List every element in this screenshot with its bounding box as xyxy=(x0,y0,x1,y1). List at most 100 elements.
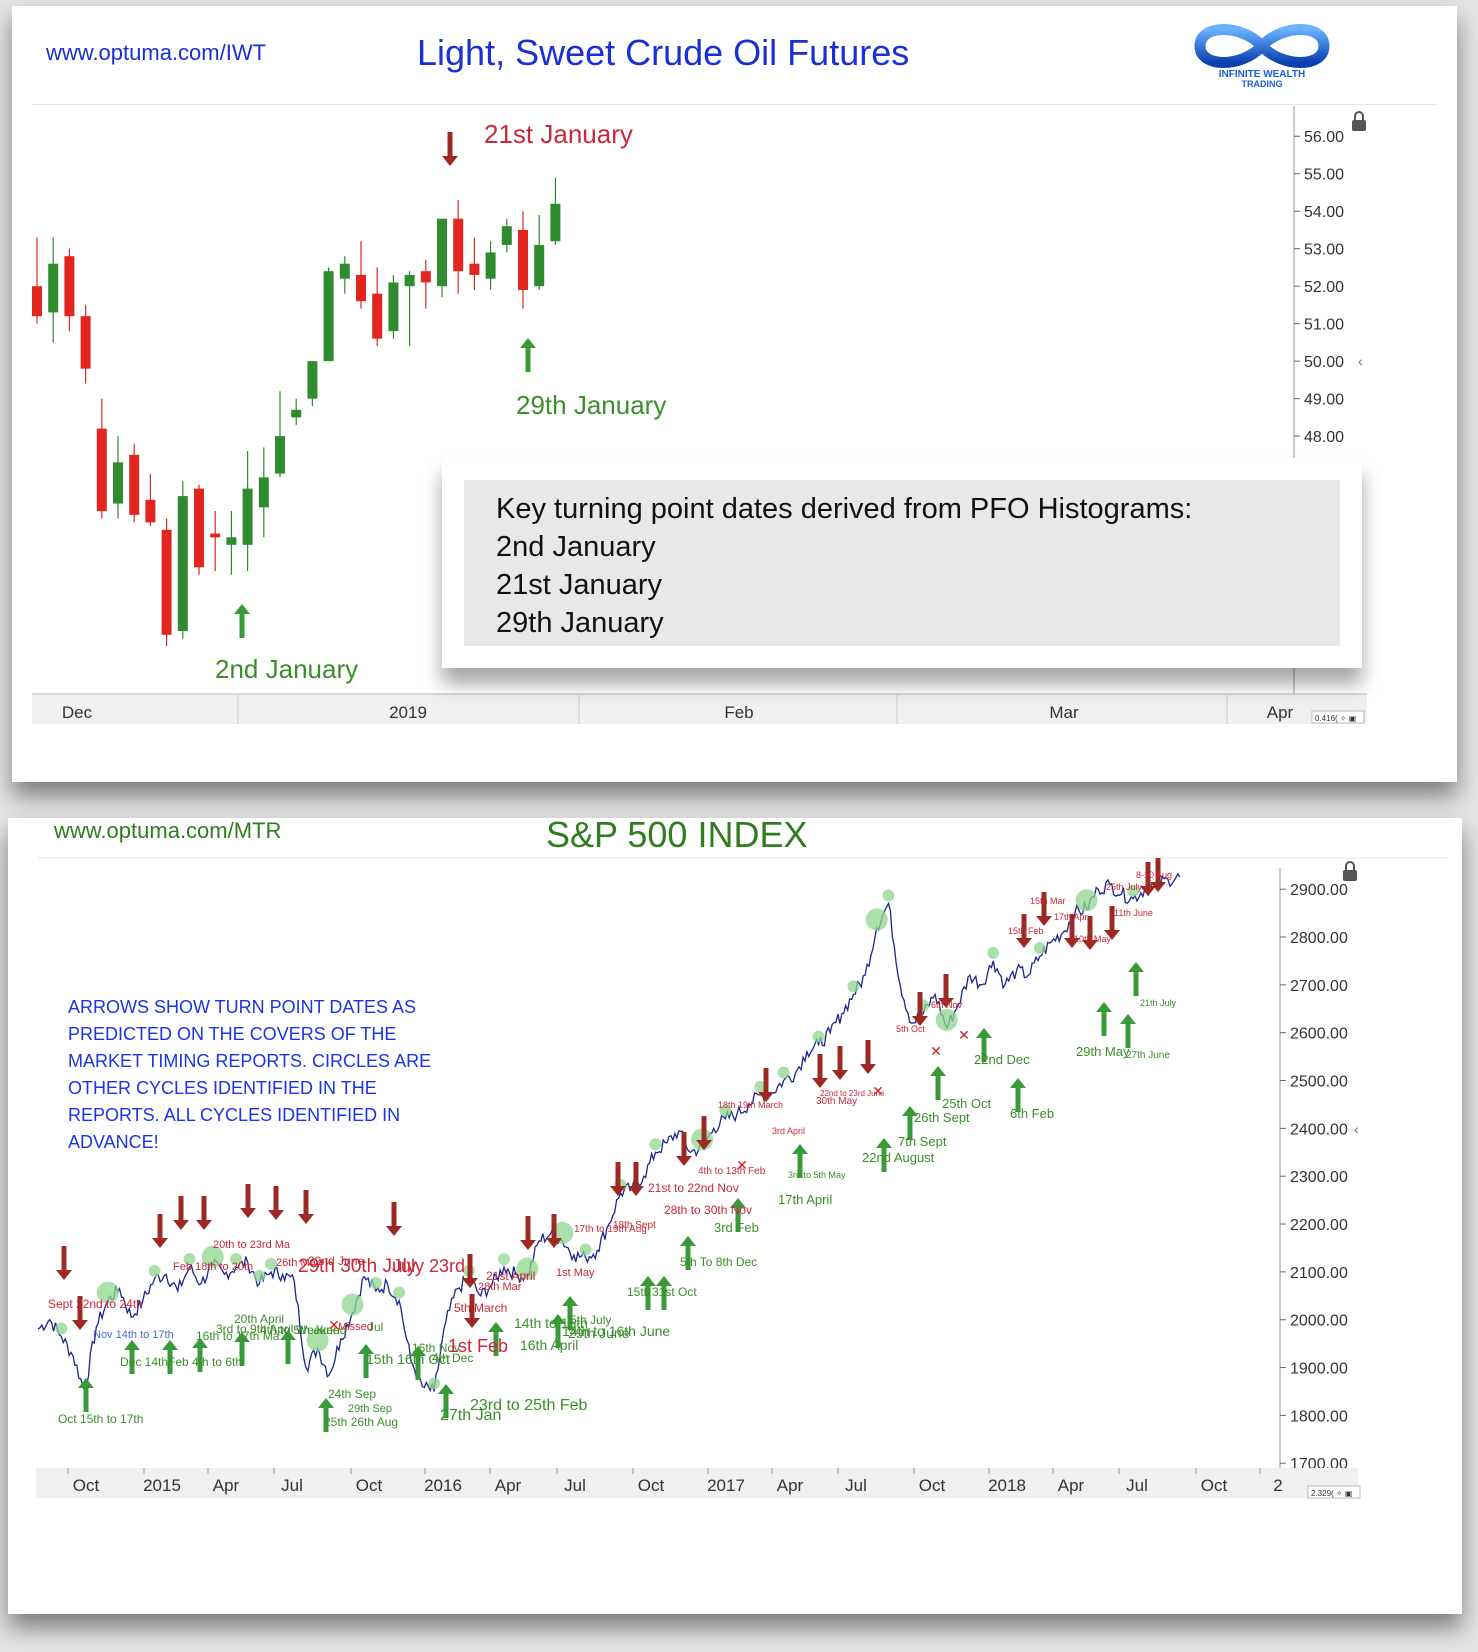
sp500-line-chart[interactable]: 1700.001800.001900.002000.002100.002200.… xyxy=(8,818,1462,1614)
sp-url[interactable]: www.optuma.com/MTR xyxy=(54,818,282,843)
up-arrow-turn-point xyxy=(192,1338,208,1372)
down-arrow-turn-point xyxy=(196,1196,212,1230)
cycle-circle-marker xyxy=(253,1269,266,1282)
up-arrow-turn-point xyxy=(78,1378,94,1412)
turn-point-label: July 23rd xyxy=(392,1256,465,1276)
turn-point-label: 4th to 13th Feb xyxy=(698,1166,766,1177)
candle xyxy=(485,241,496,290)
x-tick-label: Jul xyxy=(281,1476,303,1495)
up-arrow-turn-point xyxy=(162,1340,178,1374)
zoom-readout: 2.329( ✧ ▣ xyxy=(1311,1489,1352,1498)
up-arrow-turn-point xyxy=(410,1346,426,1380)
up-arrow-turn-point xyxy=(640,1276,656,1310)
turn-point-label: Feb 4th to 6th xyxy=(168,1355,242,1369)
y-tick-label: 2500.00 xyxy=(1290,1074,1348,1091)
up-arrow-turn-point xyxy=(1096,1002,1112,1036)
y-tick-label: 2100.00 xyxy=(1290,1265,1348,1282)
y-tick-label: 2700.00 xyxy=(1290,978,1348,995)
cross-marker-icon: ✕ xyxy=(872,1083,884,1099)
cross-marker-icon: ✕ xyxy=(328,1317,340,1333)
up-arrow-turn-point xyxy=(488,1322,504,1356)
turn-point-label: Feb 18th to 20th xyxy=(173,1261,253,1273)
candle xyxy=(129,443,140,523)
x-tick-label: 2015 xyxy=(143,1476,181,1495)
down-arrow-turn-point xyxy=(1140,862,1156,896)
y-tick-label: 49.00 xyxy=(1304,392,1344,409)
x-tick-label: Dec xyxy=(62,703,93,722)
turn-point-label: 14th to 16th June xyxy=(562,1323,670,1339)
down-arrow-turn-point xyxy=(758,1068,774,1102)
candle xyxy=(420,259,431,309)
note-line-5: REPORTS. ALL CYCLES IDENTIFIED IN xyxy=(68,1105,401,1125)
collapse-chevron-icon: ‹ xyxy=(1354,1121,1359,1137)
textbox-line-3: 29th January xyxy=(496,607,664,639)
turn-point-label: Weekend xyxy=(296,1323,346,1337)
up-arrow-turn-point xyxy=(1010,1078,1026,1112)
up-arrow-turn-point xyxy=(124,1340,140,1374)
note-line-1: ARROWS SHOW TURN POINT DATES AS xyxy=(68,997,417,1017)
cycle-circle-marker xyxy=(96,1281,119,1304)
turn-point-label: 3rd to 9th April xyxy=(216,1322,293,1336)
turn-point-label: 29th 30th July xyxy=(298,1256,417,1277)
up-arrow-turn-point xyxy=(930,1066,946,1100)
cycle-circle-marker xyxy=(754,1080,767,1093)
sp-chart-title: S&P 500 INDEX xyxy=(546,814,808,855)
cycle-circle-marker xyxy=(55,1322,68,1335)
x-tick-label: Apr xyxy=(1058,1476,1085,1495)
turn-point-label: 5th Oct xyxy=(896,1024,926,1034)
y-tick-label: 2600.00 xyxy=(1290,1026,1348,1043)
down-arrow-turn-point xyxy=(628,1162,644,1196)
infinity-logo-icon: INFINITE WEALTH TRADING xyxy=(1194,24,1330,89)
up-arrow-turn-point xyxy=(730,1198,746,1232)
down-arrow-turn-point xyxy=(240,1184,256,1218)
lock-icon xyxy=(1343,861,1357,881)
up-arrow-turn-point xyxy=(1128,962,1144,996)
cycle-circle-marker xyxy=(516,1257,539,1280)
turn-point-label: 29th May xyxy=(1076,1044,1130,1059)
candle xyxy=(64,248,75,332)
up-arrow-turn-point xyxy=(902,1106,918,1140)
x-tick-label: Oct xyxy=(356,1476,383,1495)
x-tick-label: Jul xyxy=(564,1476,586,1495)
up-arrow-turn-point xyxy=(358,1344,374,1378)
turn-point-label: 28th Mar xyxy=(478,1281,522,1293)
chart-legend-note: ARROWS SHOW TURN POINT DATES AS PREDICTE… xyxy=(68,994,448,1156)
candle xyxy=(210,511,221,572)
cycle-circle-marker xyxy=(393,1286,406,1299)
up-arrow-turn-point xyxy=(438,1384,454,1418)
candle xyxy=(453,199,464,294)
down-arrow-turn-point xyxy=(812,1054,828,1088)
x-tick-label: Jul xyxy=(845,1476,867,1495)
turn-point-label: Sept 22nd to 24th xyxy=(48,1297,143,1311)
up-arrow-turn-point xyxy=(280,1330,296,1364)
turn-point-label: 5th March xyxy=(454,1301,507,1315)
up-arrow-turn-point xyxy=(318,1398,334,1432)
y-tick-label: 2200.00 xyxy=(1290,1217,1348,1234)
candle xyxy=(80,304,91,384)
candle xyxy=(372,267,383,347)
cycle-circle-marker xyxy=(847,980,860,993)
candle xyxy=(501,218,512,253)
candle xyxy=(534,214,545,290)
turn-point-label: 15th Feb xyxy=(1008,926,1044,936)
down-arrow-turn-point xyxy=(1016,914,1032,948)
x-tick-label: Jul xyxy=(1126,1476,1148,1495)
turn-point-label: Jul xyxy=(368,1320,383,1334)
turn-point-label: 22nd August xyxy=(862,1150,935,1165)
down-arrow-turn-point xyxy=(1082,916,1098,950)
down-arrow-turn-point xyxy=(173,1196,189,1230)
x-tick-label: Apr xyxy=(1267,703,1294,722)
candle xyxy=(388,274,399,339)
down-arrow-turn-point xyxy=(268,1186,284,1220)
candle xyxy=(258,447,269,538)
up-arrow-2nd-january xyxy=(234,604,250,638)
x-tick-label: Apr xyxy=(777,1476,804,1495)
up-arrow-turn-point xyxy=(1120,1014,1136,1048)
crude-url[interactable]: www.optuma.com/IWT xyxy=(46,40,267,65)
zoom-readout-box xyxy=(1311,710,1365,724)
cycle-circle-marker xyxy=(183,1253,196,1266)
logo-text-line1: INFINITE WEALTH xyxy=(1219,69,1305,80)
cycle-circle-marker xyxy=(935,1008,958,1031)
cycle-circle-marker xyxy=(428,1377,441,1390)
turn-point-label: 29th Sep xyxy=(348,1403,392,1415)
